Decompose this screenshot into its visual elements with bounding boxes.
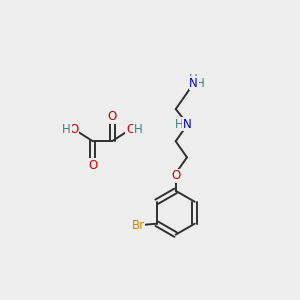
Text: O: O — [126, 123, 135, 136]
Text: H: H — [175, 118, 183, 130]
Text: N: N — [183, 118, 191, 130]
Text: O: O — [69, 123, 79, 136]
Text: H: H — [134, 123, 142, 136]
Text: O: O — [88, 159, 97, 172]
Text: H: H — [196, 77, 205, 90]
Text: H: H — [62, 123, 71, 136]
Text: N: N — [189, 77, 198, 90]
Text: O: O — [107, 110, 117, 123]
Text: Br: Br — [132, 220, 145, 232]
Text: O: O — [171, 169, 180, 182]
Text: H: H — [189, 74, 198, 86]
